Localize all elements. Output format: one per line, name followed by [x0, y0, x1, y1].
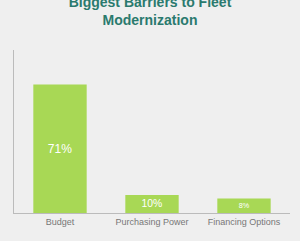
svg-text:8%: 8%: [239, 201, 250, 210]
svg-text:Purchasing Power: Purchasing Power: [115, 217, 188, 227]
svg-text:Financing Options: Financing Options: [208, 217, 281, 227]
svg-text:Biggest Barriers to FleetModer: Biggest Barriers to FleetModernization: [69, 0, 232, 28]
svg-text:71%: 71%: [48, 142, 72, 156]
svg-text:Budget: Budget: [46, 217, 75, 227]
svg-text:10%: 10%: [141, 198, 162, 209]
